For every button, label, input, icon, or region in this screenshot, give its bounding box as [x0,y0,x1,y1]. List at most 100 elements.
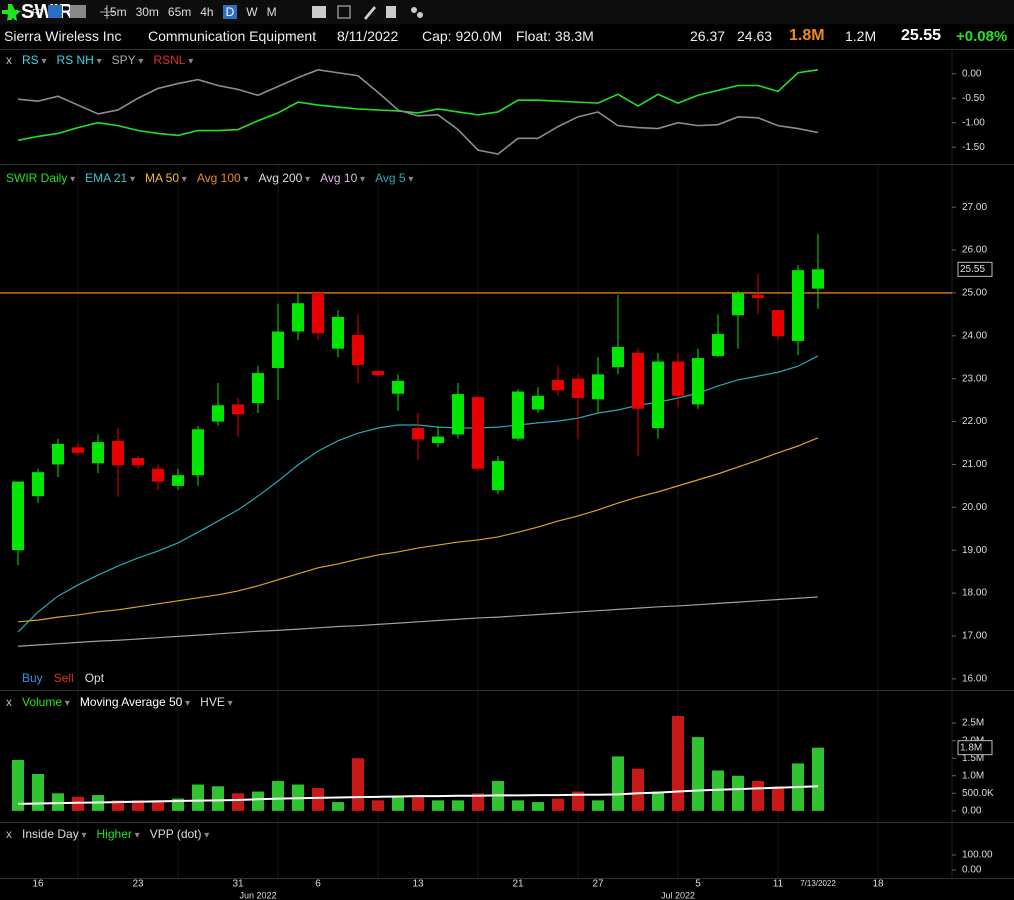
x-tick-label: 27 [592,879,604,890]
svg-text:RT: RT [32,7,44,17]
legend-item[interactable]: Avg 200 [258,171,310,185]
volume-tag-box [957,740,993,756]
candle-body [632,352,644,409]
y-tick-label: 21.00 [962,459,987,470]
series-line [17,596,819,647]
candle-body [332,316,344,349]
candle-body [132,458,144,466]
legend-item[interactable]: MA 50 [145,171,187,185]
candle-body [672,361,684,396]
x-tick-label: 18 [872,879,884,890]
legend-item[interactable]: Volume [22,695,70,709]
timeframe-button[interactable]: 65m [167,5,192,19]
legend-item[interactable]: Avg 100 [197,171,249,185]
candle-body [412,427,424,440]
x-tick-label: 5 [695,879,701,890]
y-tick-label: 27.00 [962,202,987,213]
candle-body [472,397,484,469]
timeframe-button[interactable]: M [266,5,277,19]
volume-bar [72,796,84,811]
legend-item[interactable]: Avg 5 [375,171,413,185]
volume-bar [232,793,244,811]
legend-item[interactable]: RS NH [56,53,101,67]
candle-body [32,472,44,497]
y-tick-label: 24.00 [962,330,987,341]
legend-item[interactable]: RSNL [153,53,193,67]
volume-bar [272,781,284,811]
candle-body [52,443,64,465]
candle-body [532,395,544,410]
y-tick-label: -1.50 [962,142,985,153]
y-tick-label: 22.00 [962,416,987,427]
legend-item[interactable]: SWIR Daily [6,171,75,185]
trade-button[interactable]: Opt [84,671,105,685]
legend-item[interactable]: x [6,695,12,709]
volume-bar [392,796,404,811]
legend-item[interactable]: Inside Day [22,827,87,841]
volume-bar [372,800,384,811]
timeframe-button[interactable]: 30m [135,5,159,19]
volume-bar [592,800,604,811]
legend-item[interactable]: x [6,53,12,67]
trade-button[interactable]: Sell [53,671,74,685]
low: 24.63 [737,28,773,44]
volume-bar [332,802,344,811]
x-tick-label: 7/13/2022 [800,879,836,888]
cap: Cap: 920.0M [422,28,503,44]
volume-bar [112,800,124,811]
candle-body [592,374,604,400]
volume-bar [552,798,564,811]
legend-item[interactable]: Higher [97,827,140,841]
volume-bar [452,800,464,811]
candle-body [812,269,824,289]
y-tick-label: -0.50 [962,93,985,104]
x-month-label: Jun 2022 [239,890,276,900]
timeframe-button[interactable]: W [246,5,258,19]
legend-item[interactable]: VPP (dot) [150,827,210,841]
toolbar: SWIR 15m 30m 65m 4h D W M RT [0,0,1014,24]
candle-body [712,334,724,356]
timeframe-button[interactable]: D [222,5,238,19]
y-tick-label: 0.00 [962,806,982,817]
volume-bar [612,756,624,811]
legend-item[interactable]: EMA 21 [85,171,135,185]
legend-item[interactable]: Moving Average 50 [80,695,190,709]
candle-body [192,429,204,476]
candle-body [12,481,24,551]
timeframe-button[interactable]: 15m [103,5,127,19]
y-tick-label: 20.00 [962,502,987,513]
x-month-label: Jul 2022 [661,890,695,900]
x-tick-label: 23 [132,879,144,890]
y-tick-label: 23.00 [962,373,987,384]
legend-item[interactable]: SPY [112,53,144,67]
candle-body [232,404,244,415]
legend-item[interactable]: HVE [200,695,233,709]
volume-bar [512,800,524,811]
x-tick-label: 21 [512,879,524,890]
x-tick-label: 11 [773,879,784,890]
volume-bar [812,747,824,811]
window-icons[interactable]: RT [0,2,120,22]
legend-item[interactable]: Avg 10 [320,171,365,185]
y-tick-label: 18.00 [962,588,987,599]
trade-button[interactable]: Buy [22,671,43,685]
volume-bar [252,791,264,811]
candle-body [252,373,264,404]
legend: x Volume Moving Average 50 HVE [6,695,233,709]
candle-body [72,447,84,453]
volume-bar [632,768,644,811]
volume-bar [12,759,24,811]
separator [0,822,1014,823]
legend-item[interactable]: RS [22,53,46,67]
candle-body [492,461,504,491]
candle-body [172,475,184,486]
last-price-tag-box [957,261,993,277]
volume-bar [572,791,584,811]
date: 8/11/2022 [337,28,399,44]
trade-buttons: Buy Sell Opt [22,671,104,685]
legend-item[interactable]: x [6,827,12,841]
volume-bar [432,800,444,811]
timeframe-button[interactable]: 4h [200,5,214,19]
y-tick-label: 2.5M [962,718,984,729]
y-tick-label: 500.0K [962,788,994,799]
